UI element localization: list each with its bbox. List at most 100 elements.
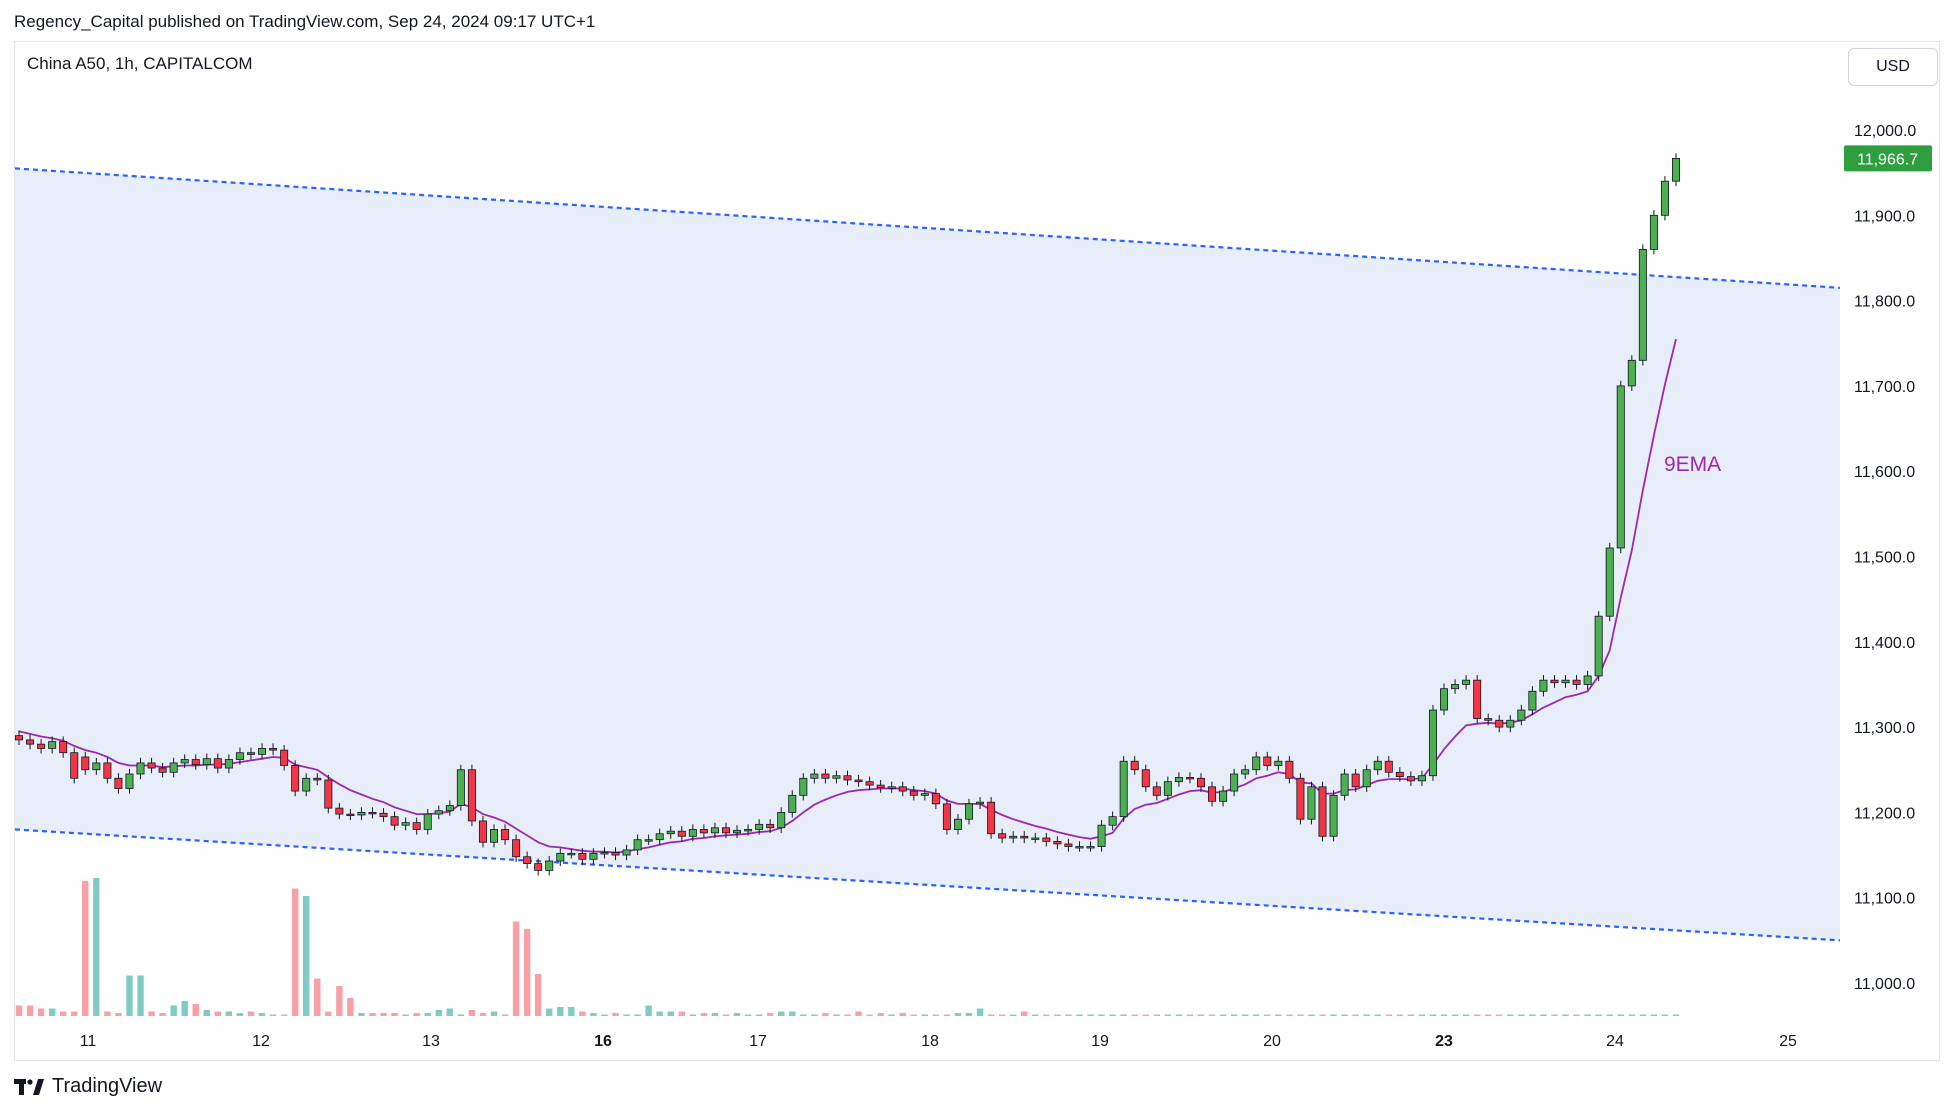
candle[interactable] — [1053, 841, 1062, 845]
candle[interactable] — [169, 762, 178, 773]
candle[interactable] — [1219, 790, 1228, 802]
candle[interactable] — [59, 741, 68, 754]
candle[interactable] — [1616, 385, 1625, 549]
candle[interactable] — [401, 822, 410, 826]
candle[interactable] — [832, 775, 841, 779]
candle[interactable] — [965, 803, 974, 820]
candle[interactable] — [48, 741, 57, 749]
candle[interactable] — [1208, 786, 1217, 802]
candle[interactable] — [269, 748, 278, 751]
candle[interactable] — [1064, 843, 1073, 847]
candle[interactable] — [1042, 837, 1051, 842]
candle[interactable] — [1108, 816, 1117, 826]
candle[interactable] — [147, 762, 156, 769]
candle[interactable] — [1196, 777, 1205, 788]
candle[interactable] — [799, 777, 808, 796]
candle[interactable] — [1318, 786, 1327, 837]
candle[interactable] — [578, 852, 587, 860]
candle[interactable] — [931, 793, 940, 805]
candle[interactable] — [158, 767, 167, 773]
candle[interactable] — [81, 756, 90, 771]
candle[interactable] — [1097, 824, 1106, 847]
candle[interactable] — [478, 820, 487, 843]
currency-button[interactable]: USD — [1848, 48, 1938, 86]
candle[interactable] — [202, 758, 211, 766]
candle[interactable] — [1506, 719, 1515, 728]
candle[interactable] — [224, 759, 233, 769]
candle[interactable] — [412, 822, 421, 830]
candle[interactable] — [1163, 781, 1172, 796]
candle[interactable] — [368, 812, 377, 815]
candle[interactable] — [1274, 760, 1283, 766]
candle[interactable] — [1583, 675, 1592, 685]
candle[interactable] — [976, 801, 985, 805]
candle[interactable] — [390, 816, 399, 826]
candle[interactable] — [1517, 709, 1526, 721]
candle[interactable] — [1009, 835, 1018, 839]
candle[interactable] — [456, 769, 465, 806]
candle[interactable] — [1340, 773, 1349, 796]
candle[interactable] — [909, 790, 918, 796]
candle[interactable] — [865, 781, 874, 786]
candle[interactable] — [1285, 760, 1294, 779]
candle[interactable] — [114, 777, 123, 789]
candle[interactable] — [1086, 846, 1095, 849]
candle[interactable] — [1351, 773, 1360, 788]
candle[interactable] — [1660, 180, 1669, 216]
channel-upper-line[interactable] — [14, 167, 1841, 289]
candle[interactable] — [302, 777, 311, 792]
candle[interactable] — [246, 752, 255, 755]
candle[interactable] — [545, 860, 554, 871]
candle[interactable] — [1307, 786, 1316, 820]
candle[interactable] — [854, 779, 863, 783]
candle[interactable] — [313, 777, 322, 781]
candle[interactable] — [821, 773, 830, 779]
candle[interactable] — [1539, 679, 1548, 692]
candle[interactable] — [445, 805, 454, 812]
candle[interactable] — [633, 839, 642, 851]
candle[interactable] — [744, 829, 753, 832]
candle[interactable] — [1174, 777, 1183, 783]
candle[interactable] — [987, 801, 996, 835]
candle[interactable] — [920, 793, 929, 796]
candle[interactable] — [611, 852, 620, 856]
candle[interactable] — [755, 823, 764, 830]
candle[interactable] — [125, 773, 134, 789]
candle[interactable] — [788, 794, 797, 813]
candle[interactable] — [501, 829, 510, 841]
candle[interactable] — [37, 743, 46, 749]
candle[interactable] — [1605, 547, 1614, 617]
candle[interactable] — [92, 762, 101, 771]
candle[interactable] — [1473, 679, 1482, 719]
candle[interactable] — [876, 784, 885, 789]
candle[interactable] — [1373, 760, 1382, 771]
candle[interactable] — [710, 827, 719, 834]
candle[interactable] — [1362, 769, 1371, 788]
candle[interactable] — [688, 829, 697, 837]
candle[interactable] — [1428, 709, 1437, 777]
candle[interactable] — [998, 833, 1007, 839]
candle[interactable] — [1263, 756, 1272, 766]
candle[interactable] — [733, 829, 742, 834]
candle[interactable] — [942, 803, 951, 830]
candle[interactable] — [1241, 769, 1250, 775]
candle[interactable] — [898, 786, 907, 792]
candle[interactable] — [1152, 786, 1161, 796]
candle[interactable] — [567, 852, 576, 856]
candle[interactable] — [777, 812, 786, 829]
candle[interactable] — [666, 830, 675, 835]
tradingview-brand[interactable]: TradingView — [14, 1075, 162, 1098]
candle[interactable] — [1185, 777, 1194, 780]
candle[interactable] — [1406, 776, 1415, 782]
candle[interactable] — [70, 752, 79, 779]
candle[interactable] — [335, 807, 344, 815]
candle[interactable] — [280, 749, 289, 766]
candle[interactable] — [512, 839, 521, 858]
candle[interactable] — [1594, 615, 1603, 677]
candle[interactable] — [600, 852, 609, 855]
candle[interactable] — [721, 827, 730, 834]
candle[interactable] — [1462, 679, 1471, 685]
candle[interactable] — [1550, 679, 1559, 684]
candle[interactable] — [589, 852, 598, 860]
